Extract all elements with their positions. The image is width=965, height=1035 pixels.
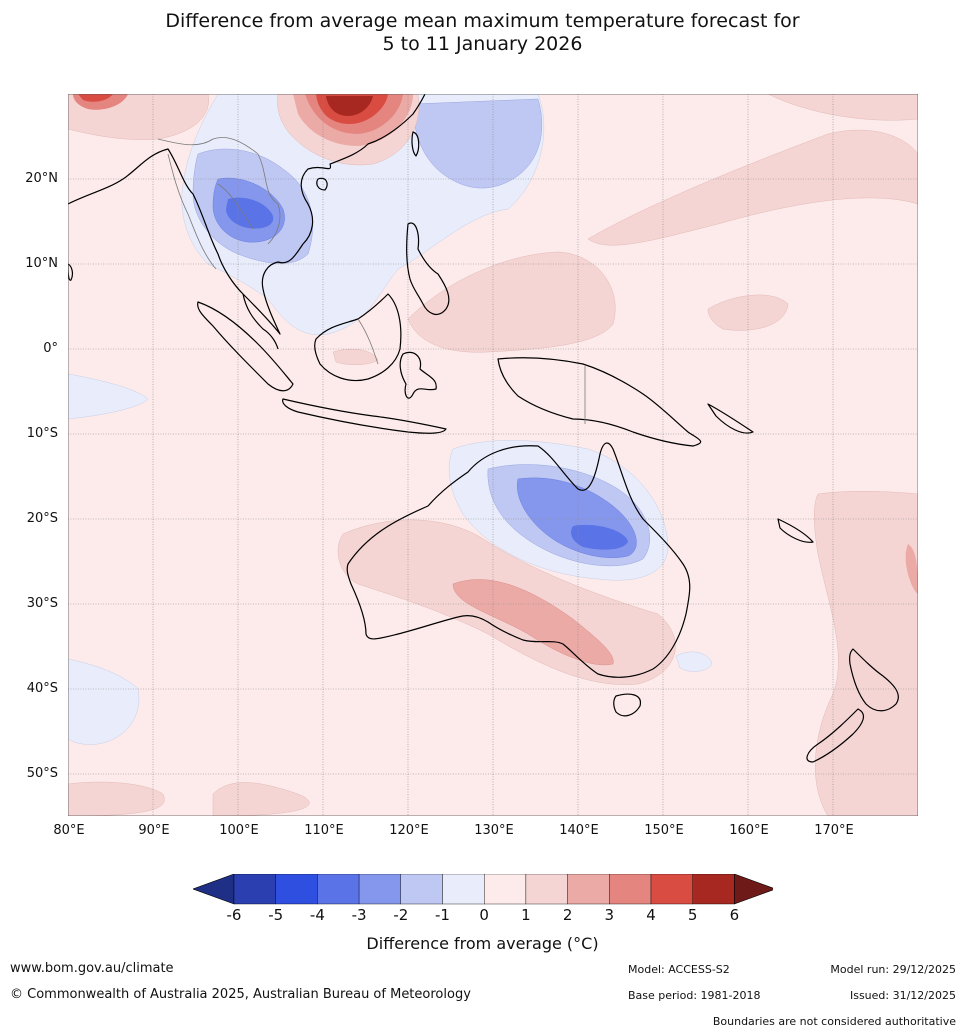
colorbar-tick-label: 0 [479,906,489,924]
coastline-new-zealand-south [806,708,865,763]
border-borneo [357,318,379,365]
coastline-australia [346,442,691,678]
lon-label: 170°E [814,823,854,838]
country-borders [157,137,586,424]
coastline-sulawesi [399,351,437,399]
graticule [68,94,918,816]
anomaly-region-taiwan-minus2 [412,98,542,189]
colorbar-title: Difference from average (°C) [366,934,599,953]
colorbar-swatch [358,873,402,905]
colorbar-tick-label: 1 [521,906,531,924]
border-thailand-laos [217,183,254,230]
boundaries-disclaimer: Boundaries are not considered authoritat… [712,1015,956,1028]
lon-label: 90°E [138,823,170,838]
coastline-sumatra [197,301,294,392]
lat-label: 10°N [25,256,58,271]
anomaly-region-pacific-plus2-equatorial [407,251,616,353]
anomaly-region-south-china-plus6 [326,96,373,116]
colorbar-tick-label: 6 [729,906,740,924]
coastline-java [282,398,447,434]
copyright-notice: © Commonwealth of Australia 2025, Austra… [10,987,471,1002]
lon-label: 120°E [389,823,429,838]
coastline-new-caledonia [777,518,814,543]
website-link[interactable]: www.bom.gov.au/climate [10,961,174,976]
colorbar-swatch [233,873,276,905]
lon-label: 110°E [304,823,344,838]
colorbar-swatch [650,873,693,905]
lon-label: 80°E [53,823,85,838]
colorbar-tick-label: -3 [351,906,367,924]
colorbar-tick-label: 5 [687,906,698,924]
base-period: Base period: 1981-2018 [628,989,761,1002]
lat-label: 50°S [26,766,58,781]
model-name: Model: ACCESS-S2 [628,963,730,976]
coastline-hainan [316,177,328,191]
lon-label: 150°E [644,823,684,838]
warm-anomaly-regions [67,93,919,817]
colorbar-swatch [442,873,485,905]
coastline-new-guinea [497,357,702,447]
coastline-taiwan [411,131,420,157]
colorbar-tick-label: -4 [309,906,325,924]
lat-label: 30°S [26,596,58,611]
issued-date: Issued: 31/12/2025 [849,989,956,1002]
anomaly-region-south-plus2-b [212,782,310,817]
anomaly-region-south-plus2 [67,781,165,817]
map-title: Difference from average mean maximum tem… [0,10,965,56]
colorbar-swatch [567,873,610,905]
anomaly-region-west-ocean-minus1 [67,373,149,420]
colorbar-tick-label: -2 [393,906,409,924]
lon-label: 100°E [219,823,259,838]
anomaly-region-tasman-plus2 [814,491,919,817]
lat-label: 20°S [26,511,58,526]
colorbar-extend-high [734,873,777,905]
lon-label: 140°E [559,823,599,838]
anomaly-region-southwest-minus1 [67,658,140,745]
coastline-asia-mainland [67,93,426,335]
colorbar-tick-label: -6 [226,906,242,924]
forecast-map [67,93,919,817]
map-canvas [67,93,919,817]
colorbar [192,873,777,912]
lat-label: 10°S [26,426,58,441]
colorbar-tick-label: 4 [646,906,656,924]
coastline-new-zealand-north [849,648,899,712]
anomaly-region-tasman-minus1 [675,651,713,672]
colorbar-tick-label: 3 [604,906,615,924]
lon-label: 160°E [729,823,769,838]
model-run-date: Model run: 29/12/2025 [830,963,956,976]
anomaly-region-north-australia-minus4 [571,524,628,550]
colorbar-extend-low [192,873,235,905]
colorbar-swatch [275,873,318,905]
title-line-1: Difference from average mean maximum tem… [165,10,800,32]
lat-label: 40°S [26,681,58,696]
lat-label: 20°N [25,171,58,186]
coastline-tasmania [613,693,642,717]
border-myanmar [167,153,217,270]
anomaly-region-tasman-plus3 [905,544,918,594]
coastline-malay-peninsula [242,293,279,350]
cool-anomaly-regions [67,93,713,745]
lon-label: 130°E [474,823,514,838]
colorbar-swatch [400,873,443,905]
colorbar-swatch [609,873,652,905]
border-indochina [157,137,281,245]
title-line-2: 5 to 11 January 2026 [382,33,583,55]
colorbar-tick-label: -1 [435,906,450,924]
colorbar-swatch [484,873,527,905]
colorbar-swatches [192,873,777,905]
coastline-solomon-islands [707,403,754,434]
anomaly-region-himalaya-plus5 [78,94,113,102]
colorbar-tick-label: -5 [268,906,284,924]
coastline-philippines [406,222,450,316]
colorbar-tick-label: 2 [562,906,573,924]
colorbar-swatch [692,873,735,905]
lat-label: 0° [43,341,58,356]
colorbar-swatch [317,873,360,905]
colorbar-swatch [525,873,568,905]
anomaly-region-pacific-plus2-east [707,294,789,331]
